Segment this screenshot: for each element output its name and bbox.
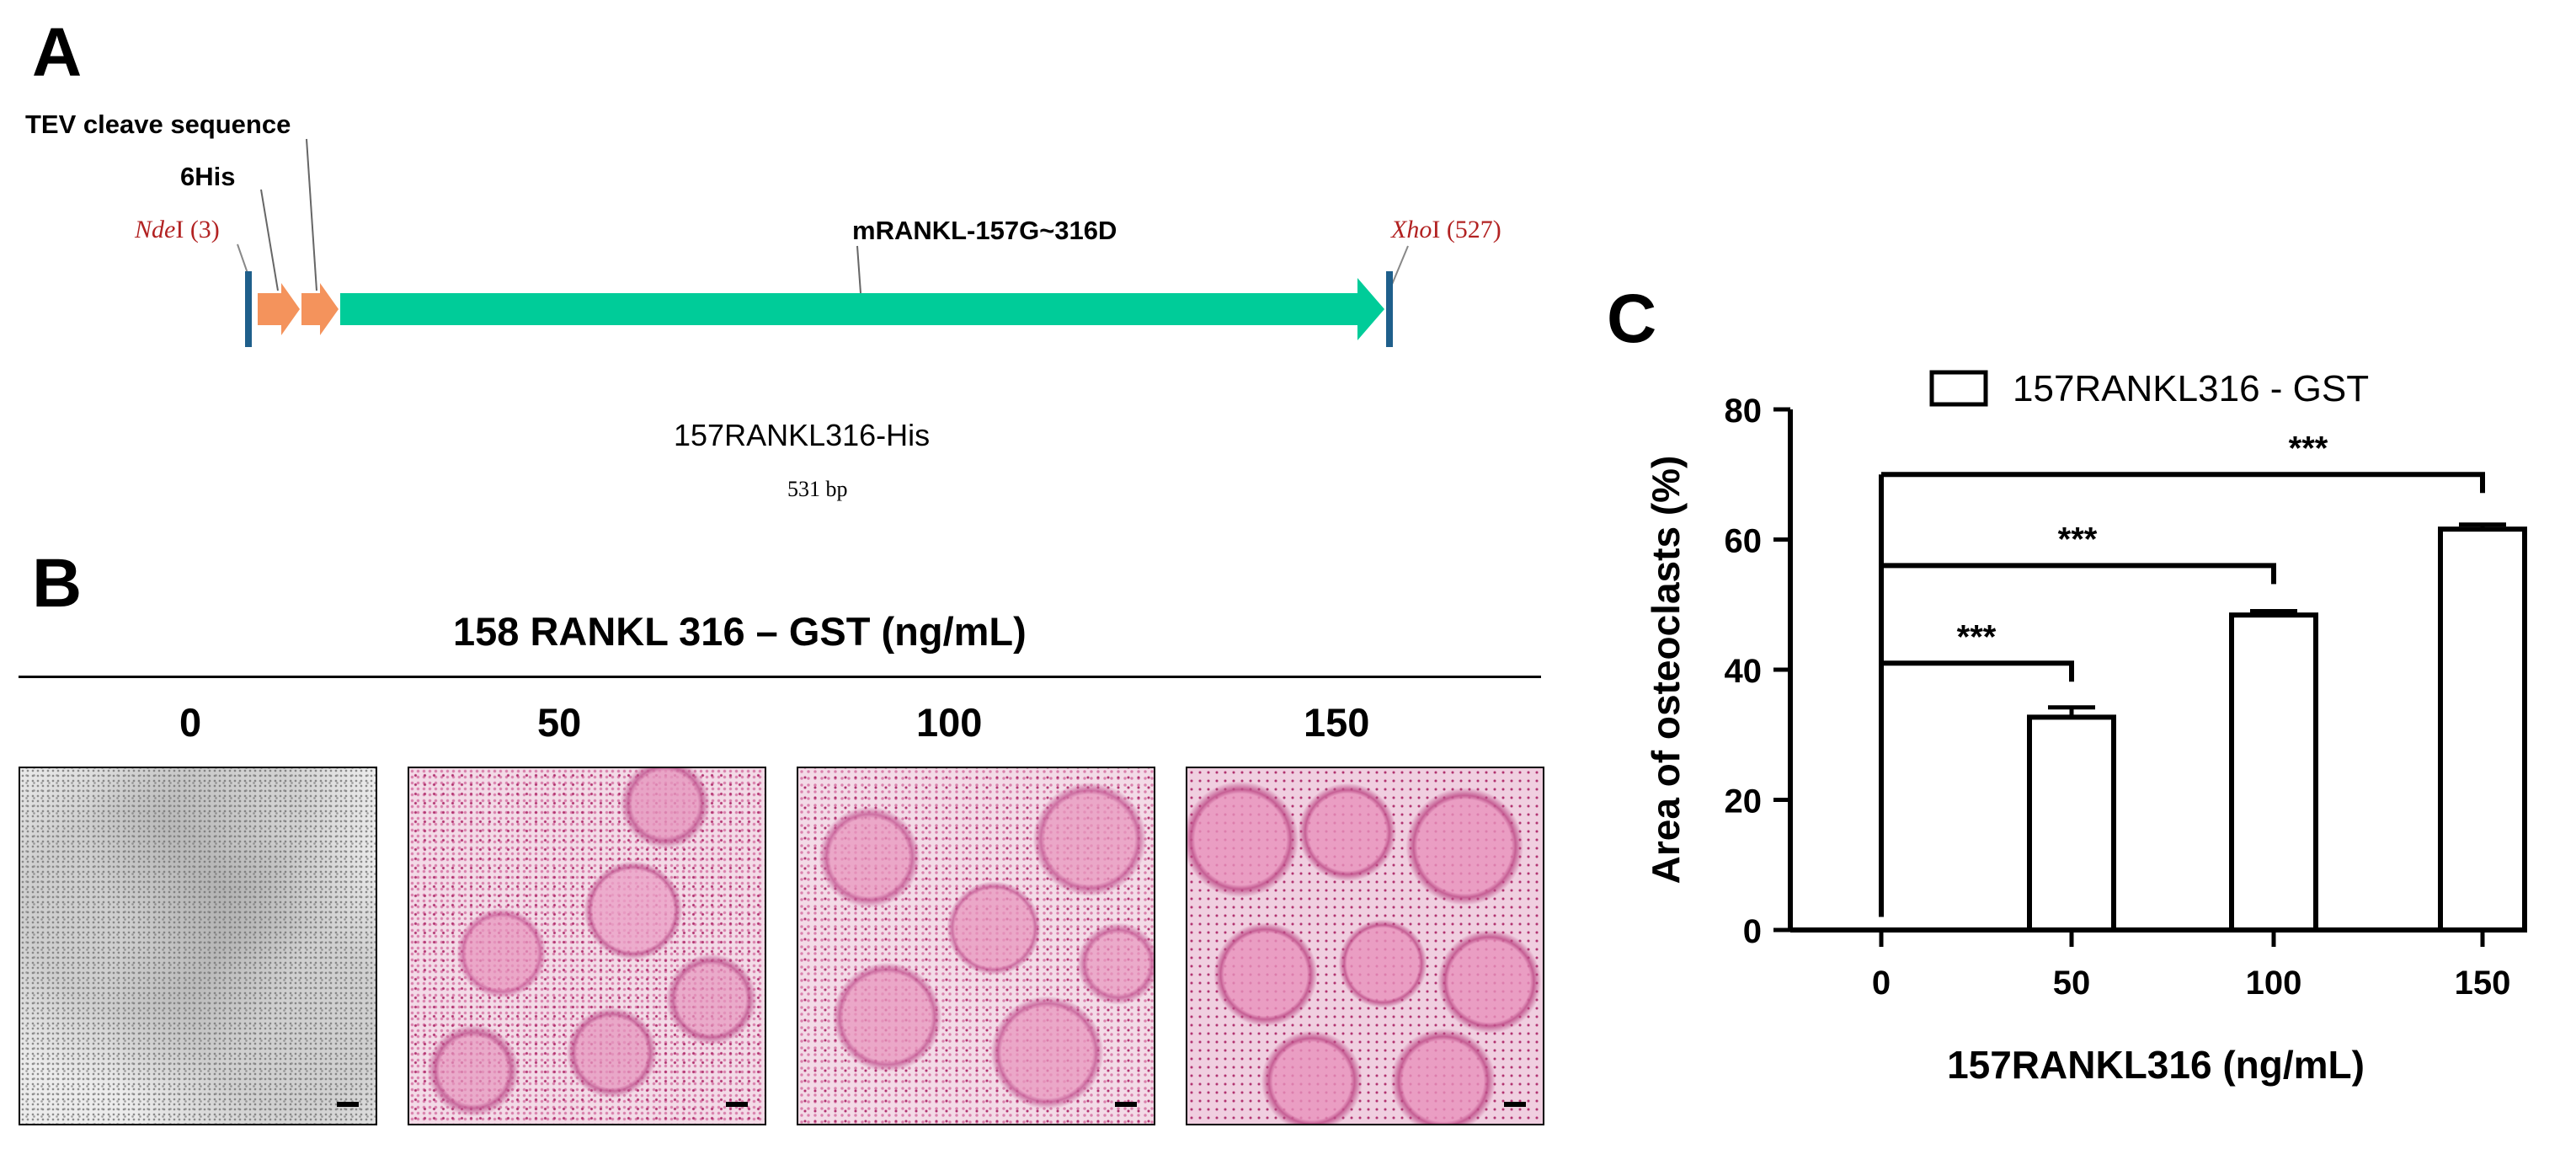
xho-enzyme: Xho bbox=[1391, 216, 1432, 243]
dose-label-0: 0 bbox=[179, 700, 202, 745]
his-label: 6His bbox=[180, 162, 236, 191]
x-axis-title: 157RANKL316 (ng/mL) bbox=[1947, 1043, 2365, 1087]
panel-b-title: 158 RANKL 316 – GST (ng/mL) bbox=[453, 609, 1027, 654]
scale-bar bbox=[1115, 1102, 1137, 1107]
nde-enzyme: Nde bbox=[135, 216, 176, 243]
construct-name: 157RANKL316-His bbox=[674, 418, 931, 452]
significance-bracket bbox=[1881, 563, 2276, 585]
micrograph-0 bbox=[19, 767, 377, 1125]
x-tick-label: 100 bbox=[2246, 965, 2302, 1002]
construct-map bbox=[237, 138, 1409, 347]
legend-swatch bbox=[1929, 370, 1988, 407]
significance-label: *** bbox=[1957, 618, 1997, 655]
tev-tag-arrow bbox=[301, 283, 339, 335]
micrograph-100 bbox=[797, 767, 1155, 1125]
gene-label: mRANKL-157G~316D bbox=[852, 216, 1117, 245]
micrograph-50 bbox=[408, 767, 766, 1125]
tev-label: TEV cleave sequence bbox=[25, 110, 291, 139]
x-tick-label: 150 bbox=[2455, 965, 2511, 1002]
significance-bracket bbox=[1881, 660, 2074, 682]
scale-bar bbox=[726, 1102, 748, 1107]
osteoclast-area-chart: 0 20 40 60 80 0 50 100 150 *** *** *** 157RANKL316 -… bbox=[1644, 368, 2527, 1087]
panel-b-label: B bbox=[32, 545, 83, 622]
dose-label-50: 50 bbox=[537, 700, 582, 745]
scale-bar bbox=[337, 1102, 359, 1107]
bar-150 bbox=[2438, 526, 2527, 933]
significance-label: *** bbox=[2058, 521, 2098, 558]
scale-bar bbox=[1504, 1102, 1526, 1107]
gene-arrow bbox=[340, 278, 1384, 340]
panel-b-divider bbox=[19, 676, 1541, 678]
panel-a-label: A bbox=[32, 14, 83, 91]
x-tick-label: 0 bbox=[1872, 965, 1891, 1002]
y-tick-label: 20 bbox=[1725, 783, 1763, 820]
bar-50 bbox=[2027, 714, 2116, 933]
nde-site-label: NdeI (3) bbox=[135, 216, 220, 244]
significance-label: *** bbox=[2289, 430, 2328, 467]
significance-bracket bbox=[1881, 472, 2485, 494]
nde-position: I (3) bbox=[175, 216, 220, 243]
legend-label: 157RANKL316 - GST bbox=[2013, 368, 2369, 409]
y-tick-label: 60 bbox=[1725, 523, 1763, 560]
xho-site-marker bbox=[1386, 271, 1393, 347]
y-tick-label: 0 bbox=[1743, 913, 1762, 950]
xho-site-label: XhoI (527) bbox=[1391, 216, 1501, 244]
gene-leader-line bbox=[856, 245, 861, 294]
tev-leader-line bbox=[306, 138, 317, 291]
bar-100 bbox=[2229, 612, 2318, 933]
panel-c-label: C bbox=[1607, 281, 1657, 357]
his-tag-arrow bbox=[258, 283, 300, 335]
dose-label-150: 150 bbox=[1304, 700, 1370, 745]
his-leader-line bbox=[260, 189, 279, 291]
y-tick-label: 80 bbox=[1725, 393, 1763, 430]
nde-site-marker bbox=[245, 271, 252, 347]
dose-label-100: 100 bbox=[916, 700, 983, 745]
xho-position: I (527) bbox=[1432, 216, 1501, 243]
xho-leader-line bbox=[1390, 245, 1409, 287]
micrograph-150 bbox=[1186, 767, 1544, 1125]
construct-size: 531 bp bbox=[787, 477, 848, 501]
y-tick-label: 40 bbox=[1725, 653, 1763, 690]
y-axis-title: Area of osteoclasts (%) bbox=[1644, 456, 1688, 884]
x-tick-label: 50 bbox=[2053, 965, 2091, 1002]
